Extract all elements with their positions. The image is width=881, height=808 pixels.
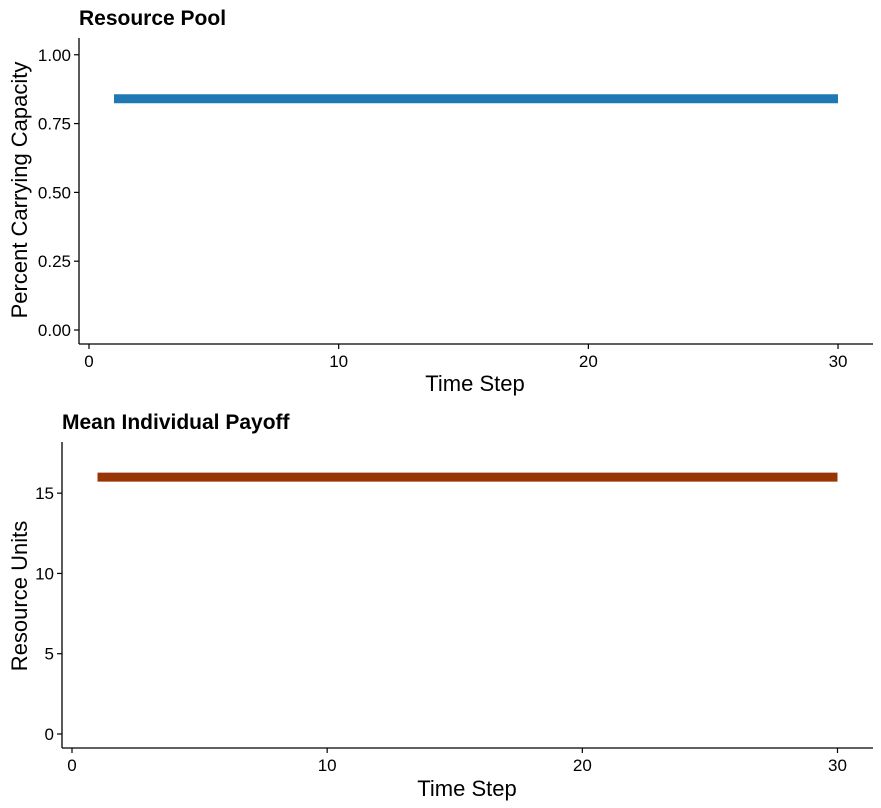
x-tick-label: 30 <box>829 352 848 371</box>
y-tick-label: 5 <box>45 645 54 664</box>
x-axis-ticks: 0 10 20 30 <box>67 748 847 775</box>
y-axis-title: Percent Carrying Capacity <box>7 62 32 319</box>
chart-title: Resource Pool <box>79 7 226 30</box>
y-tick-label: 10 <box>35 564 54 583</box>
x-tick-label: 10 <box>318 756 337 775</box>
x-axis-ticks: 0 10 20 30 <box>84 344 847 371</box>
y-axis-ticks: 0.00 0.25 0.50 0.75 1.00 <box>38 46 79 340</box>
x-tick-label: 0 <box>84 352 93 371</box>
x-tick-label: 20 <box>579 352 598 371</box>
chart-title: Mean Individual Payoff <box>62 411 291 434</box>
resource-pool-panel: Resource Pool Percent Carrying Capacity … <box>7 7 873 396</box>
x-tick-label: 10 <box>329 352 348 371</box>
y-tick-label: 15 <box>35 484 54 503</box>
x-tick-label: 20 <box>573 756 592 775</box>
y-tick-label: 1.00 <box>38 46 71 65</box>
y-tick-label: 0 <box>45 725 54 744</box>
x-tick-label: 30 <box>828 756 847 775</box>
y-tick-label: 0.75 <box>38 115 71 134</box>
y-axis-title: Resource Units <box>7 521 32 671</box>
x-tick-label: 0 <box>67 756 76 775</box>
mean-payoff-panel: Mean Individual Payoff Resource Units Ti… <box>7 411 873 801</box>
x-axis-title: Time Step <box>425 371 524 396</box>
x-axis-title: Time Step <box>417 776 516 801</box>
y-tick-label: 0.25 <box>38 252 71 271</box>
y-axis-ticks: 0 5 10 15 <box>35 484 62 744</box>
y-tick-label: 0.50 <box>38 183 71 202</box>
y-tick-label: 0.00 <box>38 321 71 340</box>
